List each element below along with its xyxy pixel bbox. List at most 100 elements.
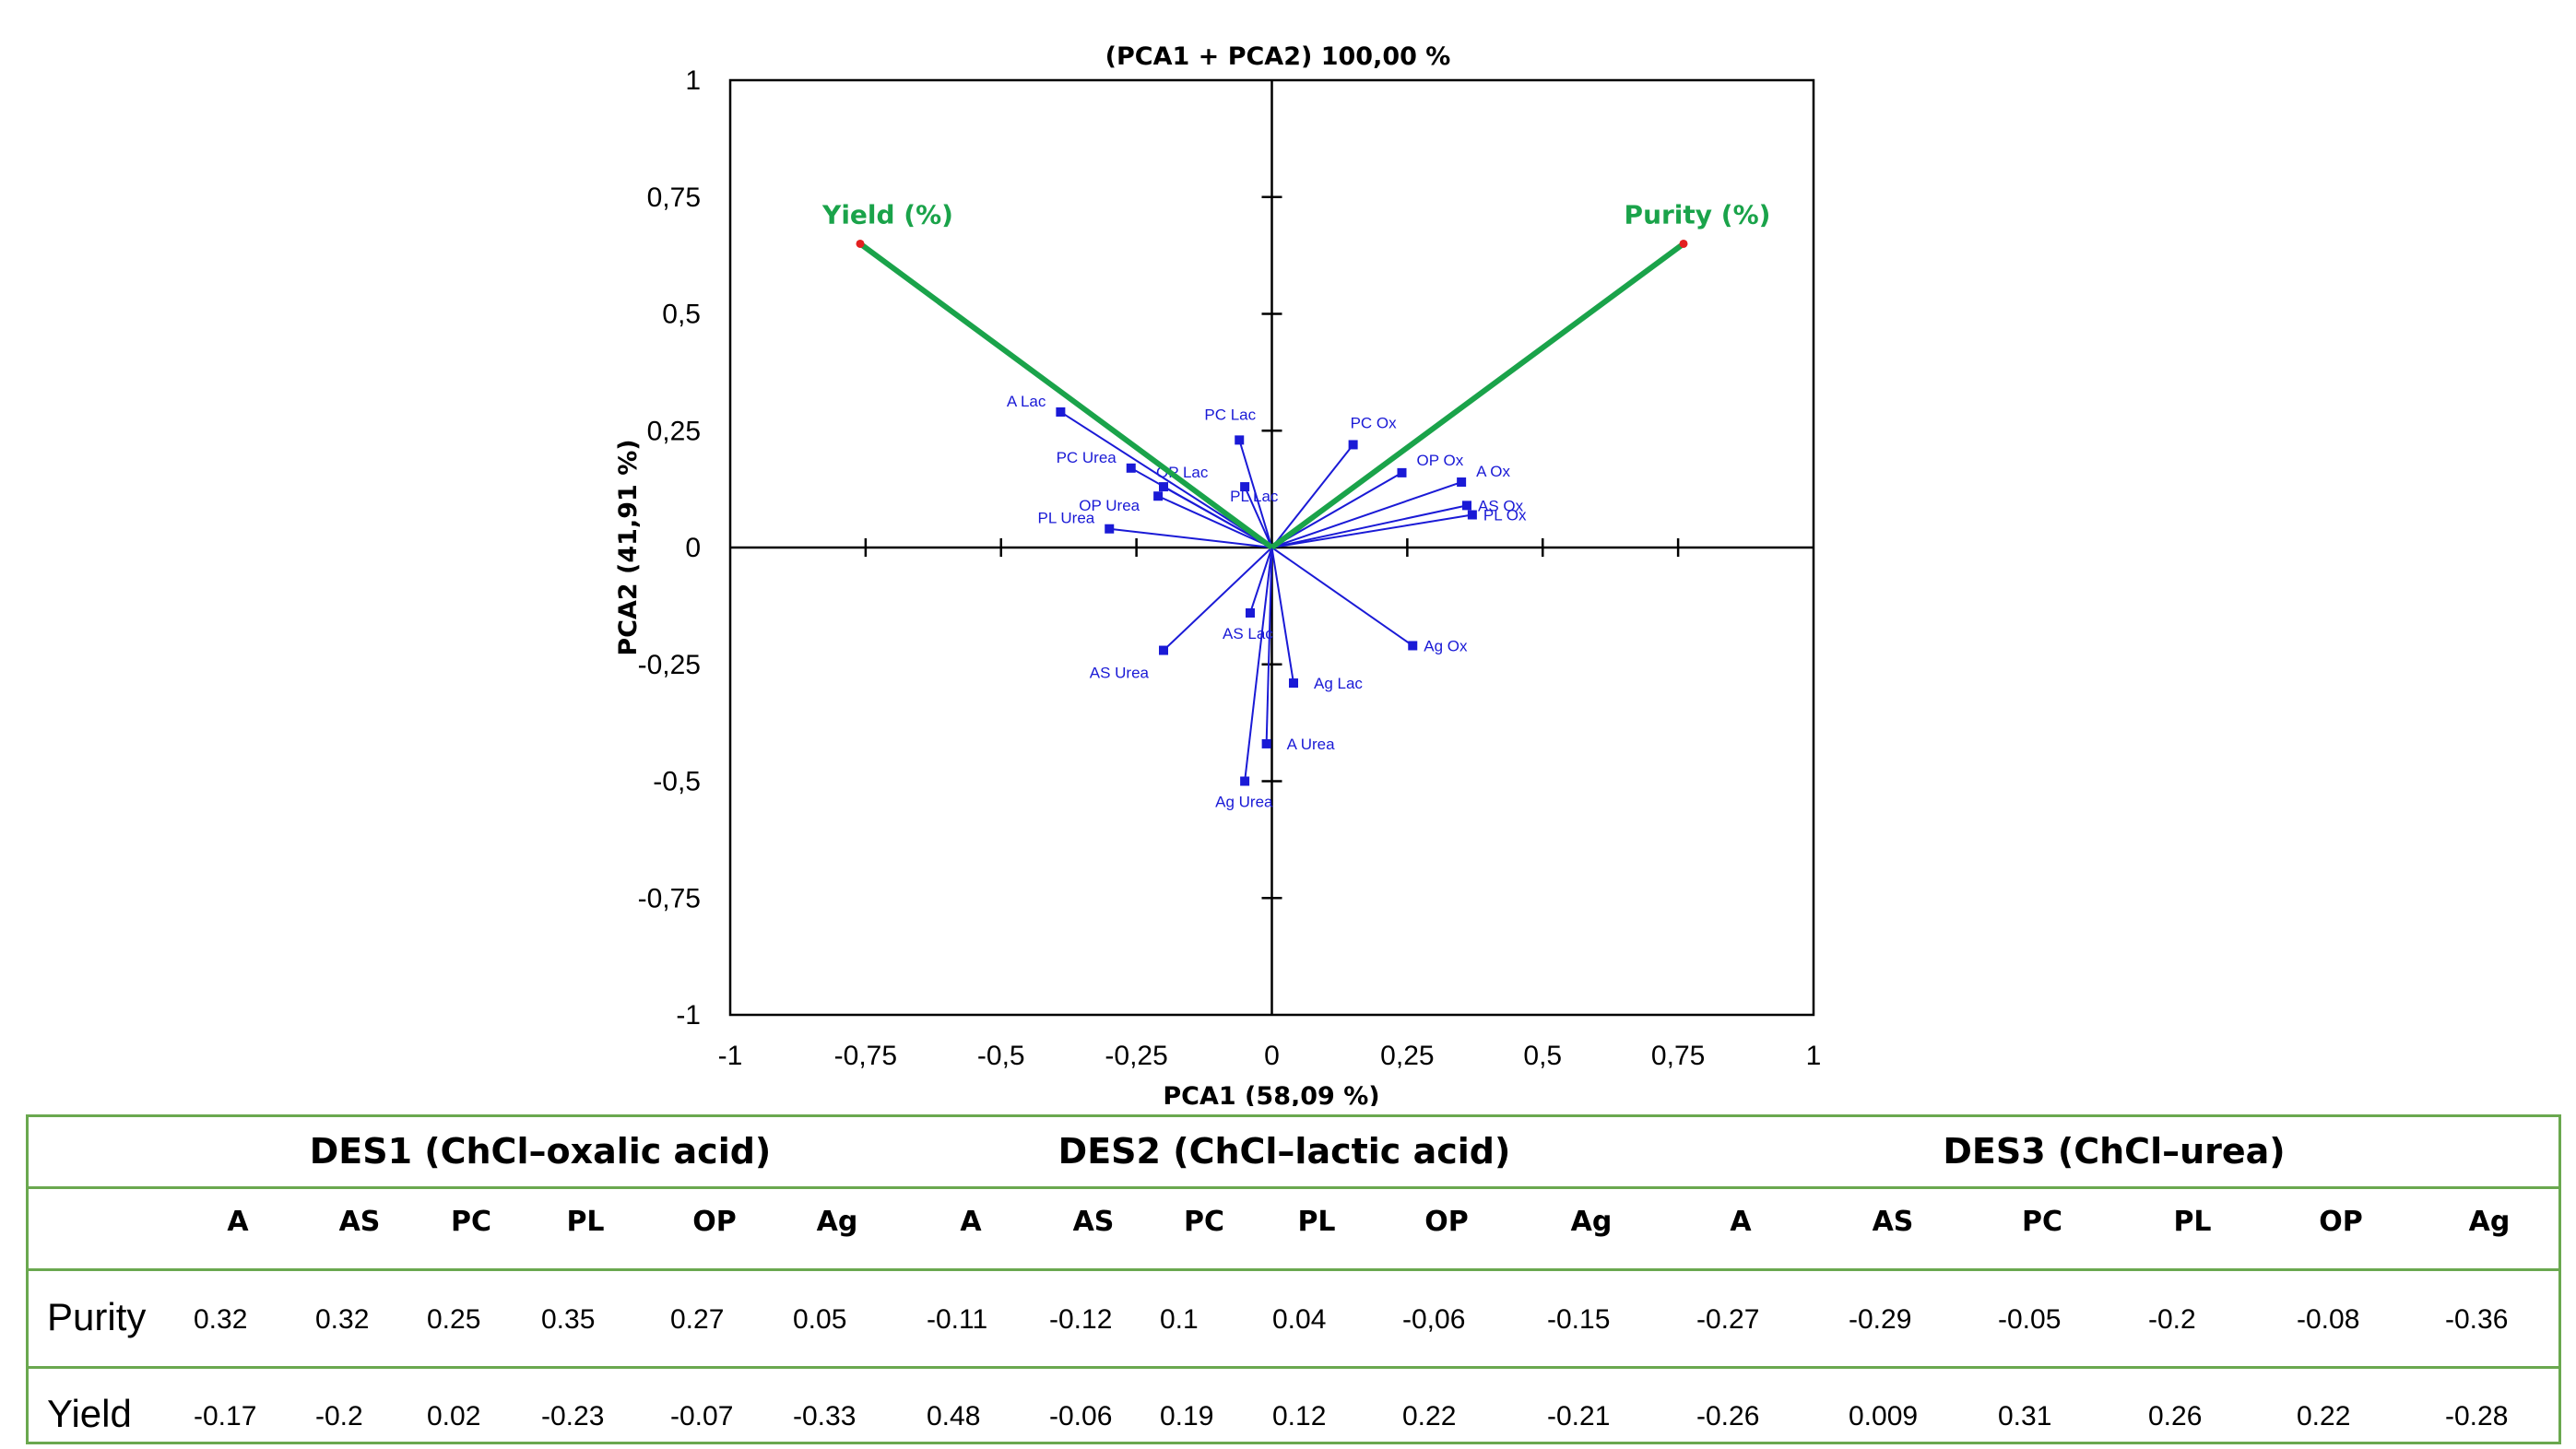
- table-cell: -0.26: [1696, 1401, 1760, 1431]
- y-tick-label: 0,25: [647, 416, 701, 446]
- observation-label: OP Urea: [1079, 497, 1140, 514]
- variable-tip: [856, 239, 865, 248]
- table-group-title: DES1 (ChCl–oxalic acid): [309, 1131, 772, 1172]
- observation-point: [1105, 524, 1115, 534]
- table-column-header: Ag: [2468, 1206, 2511, 1238]
- table-cell: 0.32: [315, 1304, 370, 1335]
- y-tick-label: 1: [685, 65, 701, 96]
- table-column-header: OP: [2319, 1206, 2363, 1238]
- table-cell: 0.26: [2148, 1401, 2203, 1431]
- table-cell: 0.48: [927, 1401, 981, 1431]
- table-cell: 0.31: [1998, 1401, 2052, 1431]
- x-tick-label: 0,25: [1380, 1041, 1434, 1071]
- y-axis-title: PCA2 (41,91 %): [614, 439, 643, 655]
- table-column-header: Ag: [1570, 1206, 1613, 1238]
- x-axis-title: PCA1 (58,09 %): [1163, 1082, 1379, 1106]
- observation-point: [1261, 738, 1271, 748]
- table-cell: -0.06: [1049, 1401, 1113, 1431]
- table-cell: -0.27: [1696, 1304, 1760, 1335]
- table-cell: 0.12: [1272, 1401, 1327, 1431]
- table-column-header: AS: [1072, 1206, 1115, 1238]
- table-divider: [29, 1268, 2558, 1271]
- table-cell: -0.36: [2445, 1304, 2509, 1335]
- pca-biplot-chart: (PCA1 + PCA2) 100,00 % 1 0,75 0,5 0,25 0 -0,2…: [614, 42, 1822, 1106]
- observation-vector: [1271, 513, 1473, 548]
- observation-label: PC Lac: [1204, 406, 1256, 423]
- observation-label: A Lac: [1007, 393, 1046, 410]
- table-cell: 0.32: [194, 1304, 248, 1335]
- observation-label: AS Urea: [1090, 665, 1150, 682]
- variable-vector: [1270, 242, 1685, 550]
- observation-vector: [1244, 547, 1273, 782]
- observation-label: PL Lac: [1230, 488, 1279, 505]
- table-column-header: A: [1730, 1206, 1752, 1238]
- x-tick-label: -1: [718, 1041, 743, 1071]
- observation-vector: [1271, 472, 1402, 548]
- observation-point: [1467, 510, 1477, 520]
- table-group-title: DES2 (ChCl–lactic acid): [1058, 1131, 1511, 1172]
- observation-label: AS Ox: [1478, 497, 1524, 514]
- table-column-header: AS: [338, 1206, 381, 1238]
- y-tick-labels: 1 0,75 0,5 0,25 0 -0,25 -0,5 -0,75 -1: [638, 65, 701, 1031]
- y-tick-label: -1: [676, 1000, 701, 1031]
- table-group-title: DES3 (ChCl–urea): [1943, 1131, 2286, 1172]
- observation-point: [1153, 491, 1164, 501]
- observation-label: OP Lac: [1156, 464, 1209, 481]
- y-tick-label: 0,75: [647, 183, 701, 213]
- table-cell: -0.07: [670, 1401, 734, 1431]
- observation-point: [1457, 477, 1467, 488]
- variable-vectors: Yield (%) Purity (%): [821, 199, 1770, 550]
- variable-vector: [858, 242, 1274, 550]
- observation-label: Ag Ox: [1424, 637, 1468, 654]
- table-row-label: Purity: [47, 1295, 147, 1338]
- observation-point: [1348, 440, 1358, 450]
- observation-vector: [1163, 547, 1273, 652]
- x-tick-label: 1: [1806, 1041, 1822, 1071]
- observation-label: A Ox: [1476, 463, 1510, 480]
- x-tick-label: 0,5: [1523, 1041, 1562, 1071]
- x-tick-label: 0: [1264, 1041, 1280, 1071]
- x-tick-labels: -1 -0,75 -0,5 -0,25 0 0,25 0,5 0,75 1: [718, 1041, 1822, 1071]
- observation-point: [1056, 406, 1066, 417]
- observation-point: [1126, 463, 1136, 473]
- table-cell: -0.28: [2445, 1401, 2509, 1431]
- observation-vectors: A Lac PC Lac PC Urea OP Lac OP Urea PL Lac PL …: [1007, 393, 1527, 811]
- x-tick-label: -0,75: [834, 1041, 897, 1071]
- observation-vector: [1109, 527, 1272, 548]
- table-cell: 0.25: [427, 1304, 481, 1335]
- table-column-header: PL: [566, 1206, 605, 1238]
- observation-point: [1397, 467, 1407, 477]
- x-tick-label: 0,75: [1651, 1041, 1705, 1071]
- observation-vector: [1271, 504, 1468, 548]
- table-cell: 0.22: [1402, 1401, 1457, 1431]
- table-column-header: PL: [2173, 1206, 2212, 1238]
- table-cell: 0.35: [541, 1304, 596, 1335]
- observation-vector: [1270, 547, 1413, 647]
- y-tick-label: -0,75: [638, 883, 701, 913]
- observation-label: PL Ox: [1483, 507, 1527, 524]
- table-cell: 0.009: [1849, 1401, 1919, 1431]
- table-cell: -0.33: [793, 1401, 857, 1431]
- table-cell: -0,06: [1402, 1304, 1466, 1335]
- table-column-header: OP: [692, 1206, 737, 1238]
- observation-vector: [1244, 486, 1273, 548]
- table-cell: 0.19: [1160, 1401, 1214, 1431]
- table-cell: -0.05: [1998, 1304, 2062, 1335]
- y-tick-label: -0,25: [638, 650, 701, 680]
- table-cell: -0.17: [194, 1401, 257, 1431]
- observation-point: [1462, 501, 1471, 511]
- observation-vector: [1157, 495, 1272, 548]
- observation-label: PC Urea: [1057, 449, 1117, 466]
- table-cell: -0.23: [541, 1401, 605, 1431]
- y-tick-label: 0,5: [662, 300, 701, 330]
- table-column-header: PC: [1183, 1206, 1225, 1238]
- table-cell: -0.2: [2148, 1304, 2196, 1335]
- x-tick-label: -0,25: [1105, 1041, 1167, 1071]
- table-cell: 0.1: [1160, 1304, 1199, 1335]
- table-cell: 0.02: [427, 1401, 481, 1431]
- observation-vector: [1265, 547, 1273, 744]
- table-column-header: AS: [1872, 1206, 1914, 1238]
- variable-tip: [1679, 239, 1688, 248]
- y-tick-label: 0: [685, 533, 701, 563]
- table-column-header: PL: [1297, 1206, 1336, 1238]
